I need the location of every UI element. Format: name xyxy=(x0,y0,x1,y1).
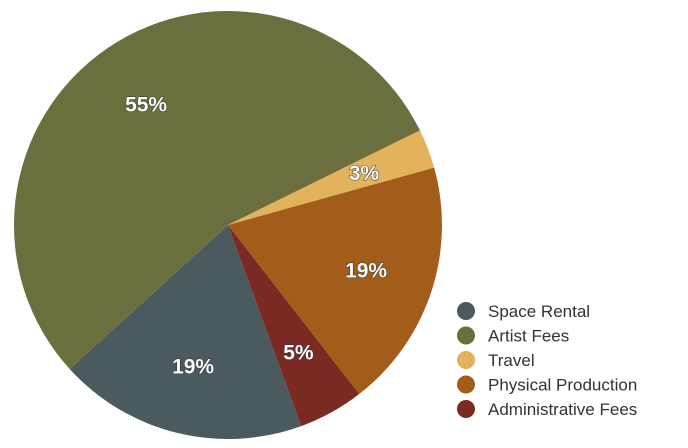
pie-slice-artist-fees xyxy=(13,10,420,369)
pie-slice-label-artist-fees: 55% xyxy=(125,94,167,117)
pie-slice-label-travel: 3% xyxy=(349,162,380,185)
pie-slice-label-space-rental: 19% xyxy=(172,355,214,378)
pie-slice-travel xyxy=(228,130,435,225)
legend-label-administrative-fees: Administrative Fees xyxy=(488,400,637,419)
legend-label-physical-production: Physical Production xyxy=(488,376,637,395)
legend-label-space-rental: Space Rental xyxy=(488,302,590,321)
pie-slice-physical-production xyxy=(228,167,442,395)
legend-label-artist-fees: Artist Fees xyxy=(488,327,569,346)
pie-slice-label-physical-production: 19% xyxy=(345,260,387,283)
legend-label-travel: Travel xyxy=(488,351,535,370)
pie-slice-administrative-fees xyxy=(228,225,360,427)
pie-slice-labels: 19% 55% 3% 19% 5% xyxy=(125,93,388,379)
legend-swatch-travel xyxy=(457,351,475,369)
pie-slice-space-rental xyxy=(69,225,302,439)
pie-slice-label-administrative-fees: 5% xyxy=(283,341,314,364)
legend-swatch-artist-fees xyxy=(457,326,475,345)
pie-slices xyxy=(13,10,442,439)
legend-swatch-physical-production xyxy=(457,375,475,394)
legend-swatch-administrative-fees xyxy=(457,400,475,418)
legend: Space Rental Artist Fees Travel Physical Pr… xyxy=(457,302,637,419)
legend-swatch-space-rental xyxy=(457,302,475,320)
